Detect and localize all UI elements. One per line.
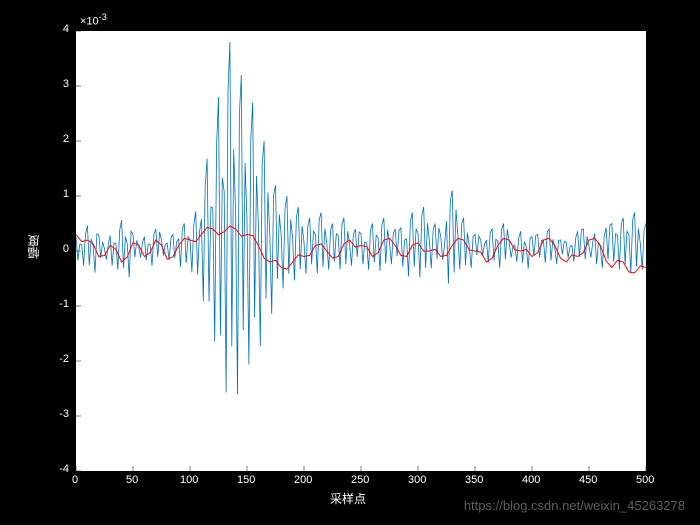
plot-area [75, 30, 647, 472]
x-tick-label: 150 [237, 474, 255, 486]
x-tick-label: 500 [636, 474, 654, 486]
x-tick-label: 350 [465, 474, 483, 486]
y-tick-label: 2 [63, 133, 69, 145]
watermark-text: https://blog.csdn.net/weixin_45263278 [464, 498, 685, 513]
x-tick-label: 0 [72, 474, 78, 486]
x-axis-label: 采样点 [330, 490, 366, 507]
y-tick-label: -3 [59, 408, 69, 420]
y-axis-label: 幅度 [25, 235, 42, 259]
x-tick-label: 50 [126, 474, 138, 486]
x-tick-label: 100 [180, 474, 198, 486]
y-tick-label: 1 [63, 188, 69, 200]
y-tick-label: -4 [59, 463, 69, 475]
chart-svg [76, 31, 646, 471]
x-tick-label: 450 [579, 474, 597, 486]
y-tick-label: 3 [63, 78, 69, 90]
chart-container: 0 50 100 150 200 250 300 350 400 450 500 -4 -3 -2 -1 0… [0, 0, 700, 525]
x-tick-label: 400 [522, 474, 540, 486]
y-tick-label: 4 [63, 23, 69, 35]
y-tick-label: -2 [59, 353, 69, 365]
x-tick-label: 200 [294, 474, 312, 486]
y-tick-label: -1 [59, 298, 69, 310]
x-tick-label: 300 [408, 474, 426, 486]
x-tick-label: 250 [351, 474, 369, 486]
series-signal1 [76, 42, 646, 394]
y-tick-label: 0 [63, 243, 69, 255]
y-exponent: ×10-3 [80, 12, 107, 28]
